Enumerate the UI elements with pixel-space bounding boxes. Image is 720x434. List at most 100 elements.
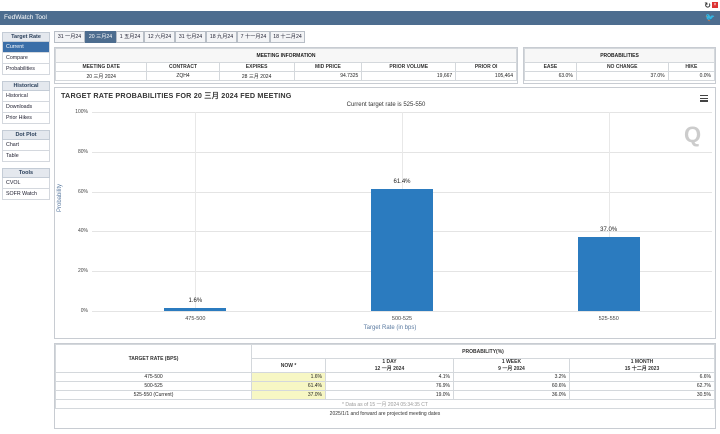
month-cell: 30.5% (569, 390, 715, 400)
data-timestamp-footnote: * Data as of 15 一月 2024 05:34:35 CT (55, 399, 715, 409)
col-contract: CONTRACT (146, 62, 220, 72)
meeting-information-header: MEETING INFORMATION (55, 48, 517, 63)
week-cell: 3.2% (453, 372, 570, 382)
table-row: 500-525 61.4% 76.9% 60.6% 62.7% (55, 381, 715, 391)
prior-oi-value: 105,464 (455, 71, 517, 81)
day-cell: 4.1% (325, 372, 454, 382)
bar-475-500[interactable] (164, 307, 227, 311)
col-prior-oi: PRIOR OI (455, 62, 517, 72)
tab-meeting[interactable]: 18 九月24 (206, 31, 237, 43)
close-icon[interactable]: × (712, 2, 718, 8)
no-change-value: 37.0% (575, 71, 669, 81)
rate-cell: 500-525 (55, 381, 252, 391)
tab-meeting-active[interactable]: 20 三月24 (85, 31, 116, 43)
col-prior-volume: PRIOR VOLUME (361, 62, 457, 72)
chart-subtitle: Current target rate is 525-550 (346, 102, 426, 108)
week-cell: 36.0% (453, 390, 570, 400)
month-cell: 62.7% (569, 381, 715, 391)
col-1-day: 1 DAY (382, 359, 397, 365)
sidebar-item-cvol[interactable]: CVOL (2, 178, 50, 189)
sidebar-item-compare[interactable]: Compare (2, 53, 50, 64)
bar-value-label: 61.4% (393, 178, 411, 185)
meeting-date-value: 20 三月 2024 (54, 71, 148, 81)
probabilities-panel: PROBABILITIES EASE NO CHANGE HIKE 63.0% … (523, 47, 716, 84)
col-probability-group: PROBABILITY(%) (251, 344, 715, 359)
sidebar-item-downloads[interactable]: Downloads (2, 102, 50, 113)
ease-value: 63.0% (524, 71, 577, 81)
sidebar-item-historical[interactable]: Historical (2, 91, 50, 102)
sidebar-item-chart[interactable]: Chart (2, 140, 50, 151)
sidebar-header-target-rate: Target Rate (2, 32, 50, 42)
y-tick-label: 20% (77, 268, 88, 275)
vertical-gridline (608, 112, 610, 311)
y-tick-label: 80% (77, 148, 88, 155)
bar-500-525[interactable] (371, 188, 433, 311)
col-1-month: 1 MONTH (630, 359, 654, 365)
month-cell: 6.6% (569, 372, 715, 382)
gridline (92, 311, 712, 312)
sidebar: Target Rate Current Compare Probabilitie… (2, 30, 50, 200)
vertical-gridline (195, 112, 197, 311)
y-tick-label: 100% (75, 109, 88, 115)
bar-525-550[interactable] (577, 237, 640, 311)
bar-value-label: 37.0% (600, 227, 618, 234)
sidebar-item-probabilities[interactable]: Probabilities (2, 64, 50, 75)
col-no-change: NO CHANGE (575, 62, 669, 72)
rate-cell: 475-500 (55, 372, 252, 382)
sidebar-item-current[interactable]: Current (2, 42, 50, 53)
sidebar-header-dot-plot: Dot Plot (2, 130, 50, 140)
probabilities-header: PROBABILITIES (524, 48, 715, 63)
col-ease: EASE (524, 62, 577, 72)
sidebar-item-table[interactable]: Table (2, 151, 50, 162)
chart-menu-icon[interactable] (700, 95, 708, 102)
col-1-week: 1 WEEK (501, 359, 522, 365)
sidebar-item-sofr-watch[interactable]: SOFR Watch (2, 189, 50, 200)
table-row: 525-550 (Current) 37.0% 19.0% 36.0% 30.5… (55, 390, 715, 400)
col-1-day-date: 12 一月 2024 (374, 366, 405, 372)
week-cell: 60.6% (453, 381, 570, 391)
col-hike: HIKE (667, 62, 716, 72)
tab-meeting[interactable]: 1 五月24 (116, 31, 144, 43)
col-now: NOW * (251, 358, 326, 373)
chart-title: TARGET RATE PROBABILITIES FOR 20 三月 2024… (61, 91, 292, 100)
day-cell: 19.0% (325, 390, 454, 400)
now-cell: 61.4% (251, 381, 326, 391)
tab-meeting[interactable]: 12 六月24 (144, 31, 175, 43)
app-title-bar: FedWatch Tool 🐦 (0, 11, 720, 25)
col-1-week-date: 9 一月 2024 (498, 366, 525, 372)
twitter-icon[interactable]: 🐦 (705, 13, 715, 22)
tab-meeting[interactable]: 31 七月24 (175, 31, 206, 43)
sidebar-header-historical: Historical (2, 81, 50, 91)
expires-value: 28 三月 2024 (218, 71, 295, 81)
x-tick-label: 500-525 (391, 316, 413, 322)
app-title: FedWatch Tool (4, 14, 47, 21)
meeting-information-panel: MEETING INFORMATION MEETING DATE CONTRAC… (54, 47, 518, 84)
hike-value: 0.0% (667, 71, 716, 81)
x-tick-label: 475-500 (185, 316, 206, 322)
cme-q-logo-icon: Q (684, 122, 702, 147)
col-meeting-date: MEETING DATE (54, 62, 148, 72)
mid-price-value: 94.7325 (293, 71, 363, 81)
x-tick-label: 525-550 (598, 316, 619, 322)
col-1-month-date: 15 十二月 2023 (624, 366, 660, 372)
rate-cell: 525-550 (Current) (55, 390, 252, 400)
col-target-rate: TARGET RATE (BPS) (55, 344, 252, 373)
table-row: 475-500 1.6% 4.1% 3.2% 6.6% (55, 372, 715, 382)
projected-dates-note: 2025/1/1 and forward are projected meeti… (329, 411, 441, 417)
sidebar-item-prior-hikes[interactable]: Prior Hikes (2, 113, 50, 124)
tab-meeting[interactable]: 7 十一月24 (237, 31, 270, 43)
top-bar: ↻ × (0, 0, 720, 11)
tab-meeting[interactable]: 31 一月24 (54, 31, 85, 43)
tab-meeting[interactable]: 18 十二月24 (270, 31, 305, 43)
y-tick-label: 0% (80, 308, 88, 314)
now-cell: 37.0% (251, 390, 326, 400)
col-expires: EXPIRES (218, 62, 295, 72)
sidebar-header-tools: Tools (2, 168, 50, 178)
bar-value-label: 1.6% (188, 297, 203, 304)
refresh-icon[interactable]: ↻ (704, 1, 711, 10)
x-axis-label: Target Rate (in bps) (363, 325, 417, 331)
probability-table-panel: TARGET RATE (BPS) PROBABILITY(%) NOW * 1… (54, 343, 716, 429)
now-cell: 1.6% (251, 372, 326, 382)
day-cell: 76.9% (325, 381, 454, 391)
y-tick-label: 40% (77, 228, 88, 235)
